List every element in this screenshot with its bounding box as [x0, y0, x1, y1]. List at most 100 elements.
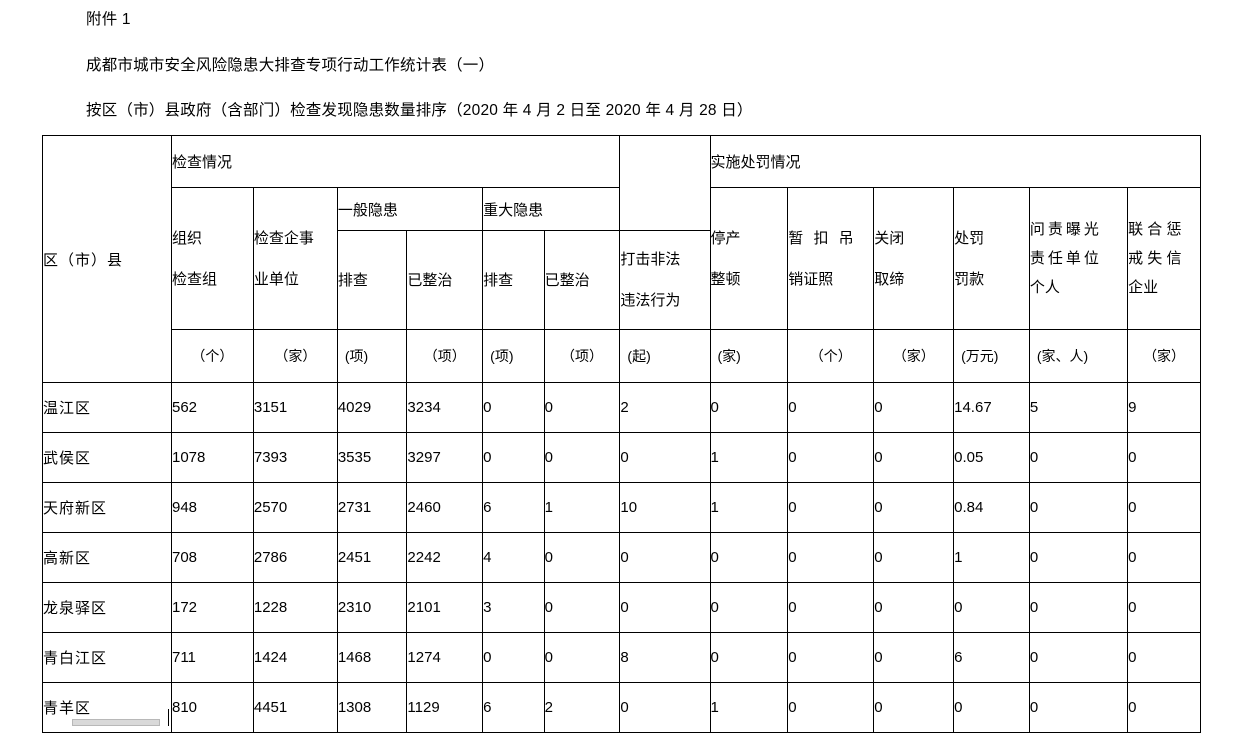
cell-inspect_units: 1228	[252, 582, 338, 633]
unit-general-found: (项)	[336, 329, 408, 383]
column-header-line: 已整治	[544, 271, 590, 289]
cell-suspend_revoke: 0	[787, 632, 875, 683]
cell-fine: 1	[953, 532, 1030, 583]
cell-halt_rectify: 0	[709, 382, 789, 433]
cell-illegal_strike: 0	[619, 582, 711, 633]
column-header-illegal-strike: 打击非法 违法行为	[619, 230, 711, 330]
cell-illegal_strike: 0	[619, 432, 711, 483]
cell-gen_fixed: 1129	[406, 682, 484, 733]
cell-gen_fixed: 2460	[406, 482, 484, 533]
cell-region: 温江区	[42, 382, 172, 433]
column-header-line: 停产	[710, 229, 741, 247]
cell-region: 高新区	[42, 532, 172, 583]
cell-gen_found: 2310	[336, 582, 408, 633]
unit-shutdown-ban: （家）	[873, 329, 955, 383]
cell-fine: 0	[953, 682, 1030, 733]
cell-gen_found: 4029	[336, 382, 408, 433]
cell-region: 青白江区	[42, 632, 172, 683]
cell-illegal_strike: 8	[619, 632, 711, 683]
subband-header-general-hazard: 一般隐患	[336, 187, 484, 231]
column-header-accountability: 问责曝光 责任单位 个人	[1028, 187, 1129, 330]
cell-gen_fixed: 2242	[406, 532, 484, 583]
cell-halt_rectify: 0	[709, 582, 789, 633]
cell-halt_rectify: 1	[709, 432, 789, 483]
page-title: 成都市城市安全风险隐患大排查专项行动工作统计表（一）	[86, 56, 495, 74]
cell-maj_found: 0	[482, 432, 545, 483]
band-header-inspection: 检查情况	[170, 135, 621, 188]
column-header-shutdown-ban: 关闭 取缔	[873, 187, 955, 330]
column-header-line: 排查	[483, 271, 514, 289]
column-header-line: 问责曝光	[1029, 221, 1102, 238]
cell-gen_found: 2731	[336, 482, 408, 533]
cell-joint_discipline: 0	[1127, 532, 1201, 583]
cell-illegal_strike: 10	[619, 482, 711, 533]
cell-maj_found: 6	[482, 682, 545, 733]
cell-inspect_groups: 562	[170, 382, 254, 433]
spacer-cell-illegal-strike	[619, 135, 711, 231]
cell-inspect_units: 2570	[252, 482, 338, 533]
column-header-line: 整顿	[710, 270, 741, 288]
cell-inspect_groups: 711	[170, 632, 254, 683]
table-row: 天府新区 948 2570 2731 2460 6 1 10 1 0 0 0.84 0 0	[42, 482, 1201, 533]
horizontal-scrollbar-thumb[interactable]	[72, 719, 160, 726]
subband-header-major-hazard: 重大隐患	[482, 187, 621, 231]
column-header-line: 关闭	[874, 229, 905, 247]
unit-inspect-units: （家）	[252, 329, 338, 383]
header-band-row: 区（市）县 检查情况 实施处罚情况	[42, 135, 1201, 383]
column-header-general-fixed: 已整治	[406, 230, 484, 330]
column-header-line: 取缔	[874, 270, 905, 288]
cell-fine: 0	[953, 582, 1030, 633]
unit-halt-rectify: (家)	[709, 329, 789, 383]
unit-general-fixed: （项）	[406, 329, 484, 383]
table-row-clipped	[42, 709, 1201, 726]
cell-joint_discipline: 0	[1127, 682, 1201, 733]
column-header-line: 已整治	[407, 271, 453, 289]
cell-inspect_units: 3151	[252, 382, 338, 433]
column-header-line: 戒 失 信	[1128, 250, 1182, 267]
column-header-line: 销证照	[788, 270, 834, 288]
cell-maj_fixed: 0	[543, 532, 621, 583]
cell-inspect_groups: 948	[170, 482, 254, 533]
unit-major-found: (项)	[482, 329, 545, 383]
cell-gen_found: 1308	[336, 682, 408, 733]
column-header-major-fixed: 已整治	[543, 230, 621, 330]
cell-suspend_revoke: 0	[787, 382, 875, 433]
column-header-line: 违法行为	[620, 292, 681, 309]
unit-fine: (万元)	[953, 329, 1030, 383]
cell-accountability: 0	[1028, 582, 1129, 633]
unit-joint-discipline: （家）	[1127, 329, 1201, 383]
cell-accountability: 5	[1028, 382, 1129, 433]
cell-gen_fixed: 3297	[406, 432, 484, 483]
cell-shutdown_ban: 0	[873, 632, 955, 683]
table-row: 青白江区 711 1424 1468 1274 0 0 8 0 0 0 6 0 0	[42, 632, 1201, 683]
column-header-major-found: 排查	[482, 230, 545, 330]
table-row: 温江区 562 3151 4029 3234 0 0 2 0 0 0 14.67 5 9	[42, 382, 1201, 433]
cell-maj_found: 3	[482, 582, 545, 633]
cell-accountability: 0	[1028, 632, 1129, 683]
cell-joint_discipline: 0	[1127, 432, 1201, 483]
cell-suspend_revoke: 0	[787, 682, 875, 733]
table-head: 区（市）县 检查情况 实施处罚情况 组织 检查组 检查	[42, 135, 1201, 383]
cell-inspect_units: 2786	[252, 532, 338, 583]
cell-inspect_groups: 1078	[170, 432, 254, 483]
cell-joint_discipline: 0	[1127, 582, 1201, 633]
unit-suspend-revoke: （个）	[787, 329, 875, 383]
cell-shutdown_ban: 0	[873, 382, 955, 433]
cell-maj_found: 6	[482, 482, 545, 533]
cell-joint_discipline: 9	[1127, 382, 1201, 433]
column-header-line: 联 合 惩	[1128, 221, 1182, 238]
column-header-line: 检查企事	[253, 229, 314, 247]
unit-inspect-groups: （个）	[170, 329, 254, 383]
cell-shutdown_ban: 0	[873, 482, 955, 533]
cell-accountability: 0	[1028, 482, 1129, 533]
cell-suspend_revoke: 0	[787, 482, 875, 533]
band-header-penalty: 实施处罚情况	[709, 135, 1201, 188]
cell-gen_fixed: 2101	[406, 582, 484, 633]
cell-region: 武侯区	[42, 432, 172, 483]
page-subtitle: 按区（市）县政府（含部门）检查发现隐患数量排序（2020 年 4 月 2 日至 …	[86, 102, 753, 119]
column-header-line: 打击非法	[620, 251, 681, 268]
cell-suspend_revoke: 0	[787, 582, 875, 633]
column-header-fine: 处罚 罚款	[953, 187, 1030, 330]
cell-maj_fixed: 0	[543, 632, 621, 683]
